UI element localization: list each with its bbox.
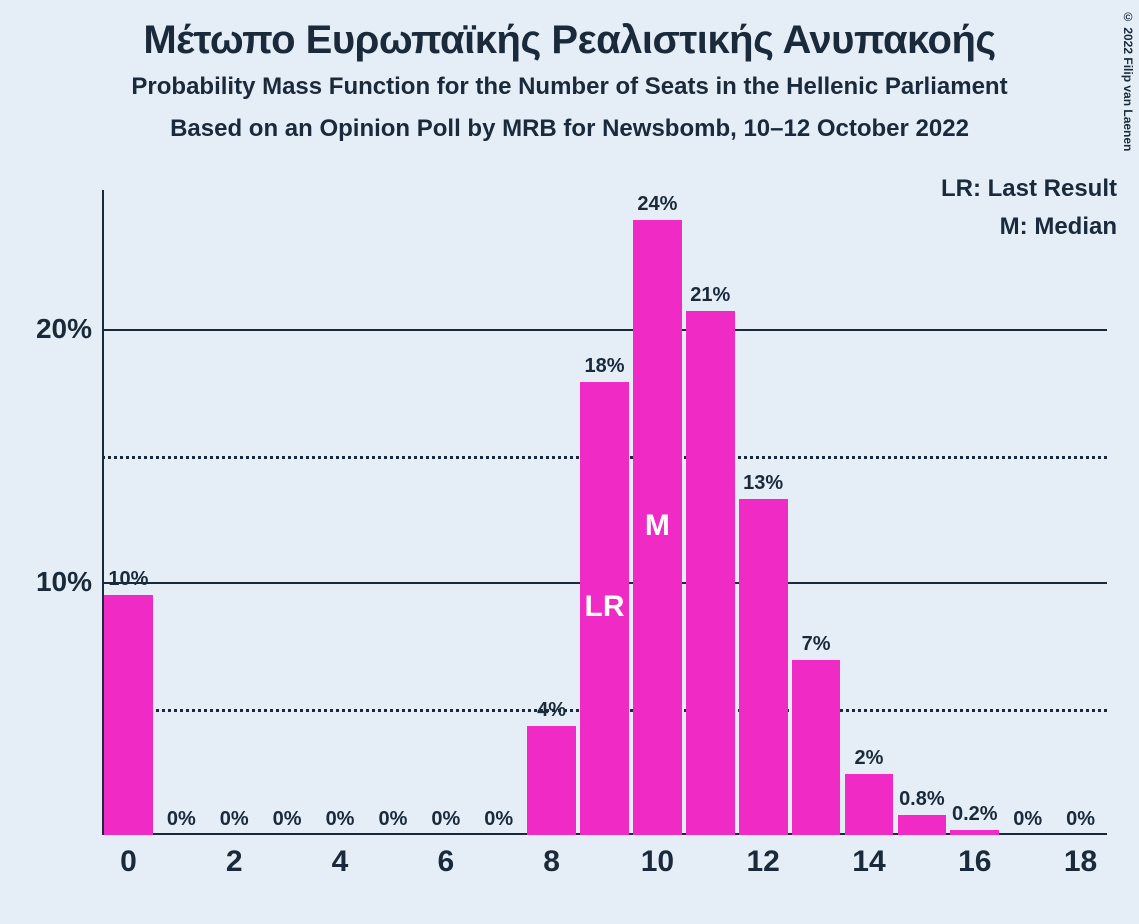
bar-inner-label: M bbox=[645, 509, 670, 543]
bar-value-label: 0% bbox=[167, 808, 196, 831]
chart-title: Μέτωπο Ευρωπαϊκής Ρεαλιστικής Ανυπακοής bbox=[0, 0, 1139, 63]
bar-value-label: 18% bbox=[584, 355, 624, 378]
bar-value-label: 0% bbox=[273, 808, 302, 831]
plot-area: 20%10%02468101214161810%0%0%0%0%0%0%0%4%… bbox=[102, 190, 1107, 835]
bar bbox=[527, 726, 576, 835]
x-tick-label: 4 bbox=[332, 845, 349, 879]
chart-source: Based on an Opinion Poll by MRB for News… bbox=[0, 115, 1139, 143]
bar-value-label: 7% bbox=[802, 633, 831, 656]
bar bbox=[739, 499, 788, 835]
x-tick-label: 2 bbox=[226, 845, 243, 879]
bar bbox=[792, 660, 841, 835]
y-tick-label: 10% bbox=[36, 566, 92, 598]
x-tick-label: 8 bbox=[543, 845, 560, 879]
bar bbox=[686, 311, 735, 835]
copyright: © 2022 Filip van Laenen bbox=[1121, 10, 1135, 151]
bar-chart: 20%10%02468101214161810%0%0%0%0%0%0%0%4%… bbox=[102, 190, 1107, 835]
bar-value-label: 0% bbox=[431, 808, 460, 831]
bar-value-label: 24% bbox=[637, 193, 677, 216]
bar-value-label: 0.2% bbox=[952, 803, 998, 826]
chart-subtitle: Probability Mass Function for the Number… bbox=[0, 73, 1139, 101]
bar-value-label: 21% bbox=[690, 284, 730, 307]
bar bbox=[845, 774, 894, 835]
x-tick-label: 18 bbox=[1064, 845, 1097, 879]
bar-value-label: 10% bbox=[108, 568, 148, 591]
bar-value-label: 2% bbox=[855, 747, 884, 770]
bar-inner-label: LR bbox=[585, 590, 625, 624]
x-tick-label: 12 bbox=[746, 845, 779, 879]
bar-value-label: 0% bbox=[378, 808, 407, 831]
x-tick-label: 6 bbox=[437, 845, 454, 879]
bar-value-label: 0% bbox=[484, 808, 513, 831]
x-tick-label: 10 bbox=[641, 845, 674, 879]
bar-value-label: 0% bbox=[326, 808, 355, 831]
bar-value-label: 0.8% bbox=[899, 788, 945, 811]
bar-value-label: 0% bbox=[1013, 808, 1042, 831]
bar-value-label: 13% bbox=[743, 472, 783, 495]
y-tick-label: 20% bbox=[36, 313, 92, 345]
x-tick-label: 0 bbox=[120, 845, 137, 879]
bar bbox=[950, 830, 999, 835]
bar bbox=[898, 815, 947, 835]
x-tick-label: 14 bbox=[852, 845, 885, 879]
bar-value-label: 0% bbox=[220, 808, 249, 831]
bar bbox=[104, 595, 153, 835]
bar-value-label: 4% bbox=[537, 699, 566, 722]
gridline bbox=[102, 329, 1107, 331]
x-tick-label: 16 bbox=[958, 845, 991, 879]
bar-value-label: 0% bbox=[1066, 808, 1095, 831]
